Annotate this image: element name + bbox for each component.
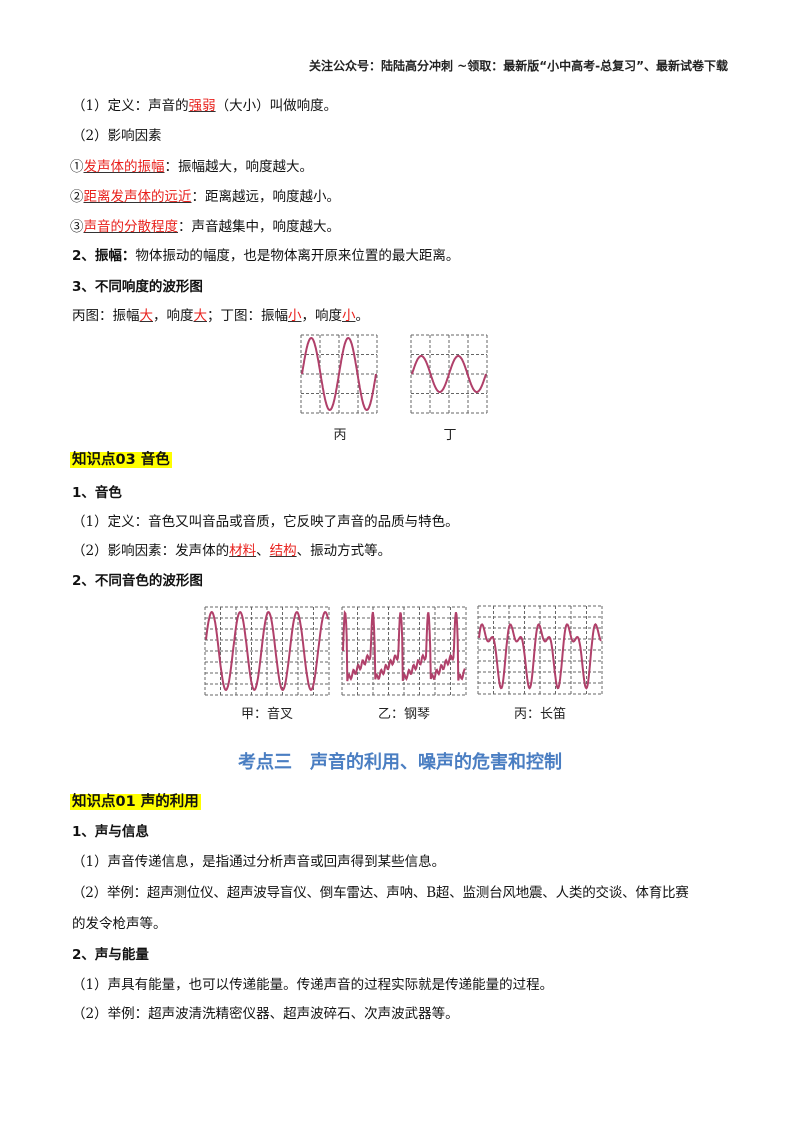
use-p2: （2）举例：超声测位仪、超声波导盲仪、倒车雷达、声呐、B超、监测台风地震、人类的… [72, 885, 689, 901]
use-p3: （1）声具有能量，也可以传递能量。传递声音的过程实际就是传递能量的过程。 [72, 977, 554, 993]
waveform-line [205, 610, 329, 692]
figure-caption-flute: 丙：长笛 [513, 707, 566, 722]
figure-caption-tuning-fork: 甲：音叉 [240, 707, 293, 722]
waveform-line [301, 336, 377, 412]
waveform-figure-piano [341, 606, 467, 696]
figure-caption-piano: 乙：钢琴 [377, 707, 430, 722]
timbre-sub2: 2、不同音色的波形图 [72, 573, 203, 589]
use-p4: （2）举例：超声波清洗精密仪器、超声波碎石、次声波武器等。 [72, 1006, 459, 1022]
waveform-line [478, 623, 602, 690]
waveform-figure-bing [300, 334, 378, 414]
figure-caption-bing: 丙 [333, 428, 347, 443]
use-heading: 知识点01 声的利用 [70, 794, 201, 810]
use-p2-cont: 的发令枪声等。 [72, 916, 167, 932]
waveform-figure-ding [410, 334, 488, 414]
loudness-factors: （2）影响因素 [72, 128, 162, 144]
page-header: 关注公众号：陆陆高分冲刺 ~领取：最新版“小中高考-总复习”、最新试卷下载 [309, 59, 728, 73]
factor-2: ②距离发声体的远近：距离越远，响度越小。 [70, 189, 340, 205]
timbre-heading: 知识点03 音色 [70, 452, 172, 468]
waveform-figure-flute [477, 605, 603, 695]
grid-lines [341, 606, 467, 696]
use-p1: （1）声音传递信息，是指通过分析声音或回声得到某些信息。 [72, 854, 446, 870]
timbre-sub1: 1、音色 [72, 485, 122, 501]
waveform-line [411, 355, 487, 393]
amplitude-definition: 2、振幅：物体振动的幅度，也是物体离开原来位置的最大距离。 [72, 248, 460, 264]
loudness-wave-text: 丙图：振幅大，响度大；丁图：振幅小，响度小。 [72, 308, 369, 324]
section-title: 考点三 声音的利用、噪声的危害和控制 [238, 752, 562, 773]
factor-3: ③声音的分散程度：声音越集中，响度越大。 [70, 219, 340, 235]
waveform-figure-tuning-fork [204, 606, 330, 696]
use-sub2: 2、声与能量 [72, 947, 149, 963]
waveform-line [342, 609, 466, 682]
figure-caption-ding: 丁 [443, 428, 457, 443]
timbre-definition: （1）定义：音色又叫音品或音质，它反映了声音的品质与特色。 [72, 514, 459, 530]
grid-lines [477, 605, 603, 695]
use-sub1: 1、声与信息 [72, 824, 149, 840]
factor-1: ①发声体的振幅：振幅越大，响度越大。 [70, 159, 313, 175]
timbre-factors: （2）影响因素：发声体的材料、结构、振动方式等。 [72, 543, 392, 559]
loudness-definition: （1）定义：声音的强弱（大小）叫做响度。 [72, 98, 338, 114]
loudness-wave-heading: 3、不同响度的波形图 [72, 279, 203, 295]
